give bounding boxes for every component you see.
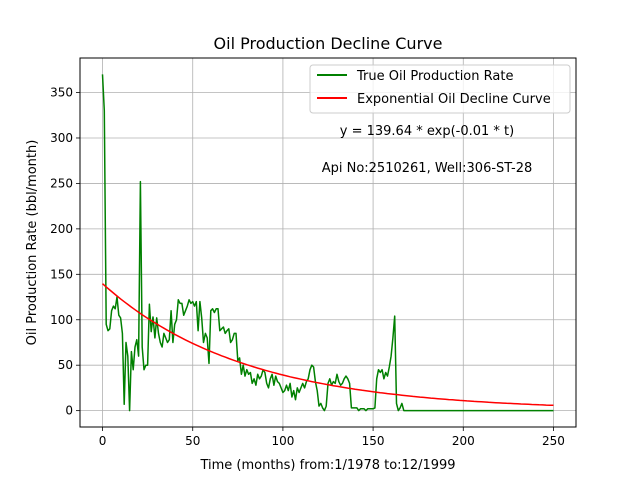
y-axis-label: Oil Production Rate (bbl/month) <box>25 140 40 346</box>
x-tick-label: 250 <box>542 434 565 448</box>
x-tick-label: 150 <box>362 434 385 448</box>
y-tick-label: 200 <box>50 222 73 236</box>
x-tick-label: 0 <box>99 434 107 448</box>
x-axis-label: Time (months) from:1/1978 to:12/1999 <box>199 458 455 473</box>
y-tick-label: 250 <box>50 176 73 190</box>
chart-title: Oil Production Decline Curve <box>214 34 443 53</box>
x-tick-label: 100 <box>271 434 294 448</box>
exponential-decline-curve-line <box>102 283 554 407</box>
y-tick-label: 100 <box>50 313 73 327</box>
fit-equation-annotation: y = 139.64 * exp(-0.01 * t) <box>340 124 514 139</box>
y-tick-label: 50 <box>58 358 73 372</box>
y-tick-label: 0 <box>65 404 73 418</box>
x-tick-label: 200 <box>452 434 475 448</box>
true-production-rate-line <box>101 74 554 412</box>
legend: True Oil Production Rate Exponential Oil… <box>309 64 571 114</box>
axes-frame <box>79 57 577 428</box>
x-tick-label: 50 <box>185 434 200 448</box>
y-tick-label: 350 <box>50 86 73 100</box>
y-tick-label: 150 <box>50 267 73 281</box>
x-axis-ticks: 0 50 100 150 200 250 <box>99 427 565 448</box>
legend-label-true-rate: True Oil Production Rate <box>356 69 513 84</box>
legend-box <box>309 64 571 114</box>
y-axis-ticks: 0 50 100 150 200 250 300 350 <box>50 86 80 418</box>
well-info-annotation: Api No:2510261, Well:306-ST-28 <box>322 161 533 176</box>
plot-area <box>101 74 554 412</box>
y-tick-label: 300 <box>50 131 73 145</box>
legend-label-decline-curve: Exponential Oil Decline Curve <box>357 92 551 107</box>
